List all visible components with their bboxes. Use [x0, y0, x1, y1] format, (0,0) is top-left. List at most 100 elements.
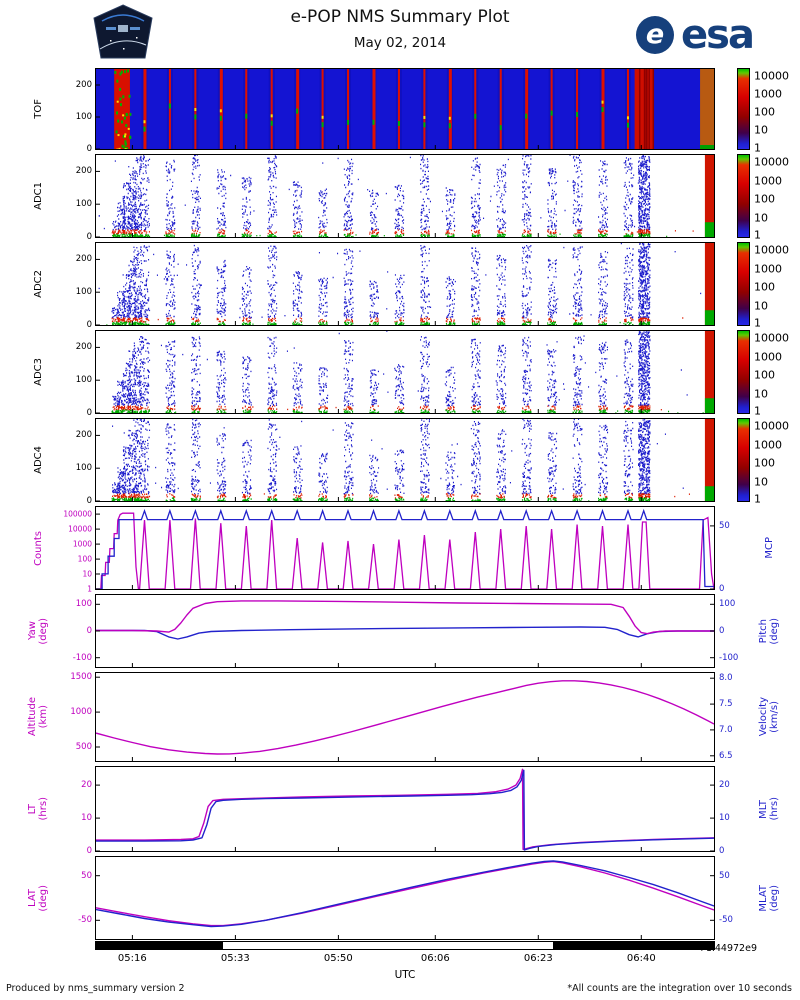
- integration-note: *All counts are the integration over 10 …: [567, 983, 792, 994]
- y-tick-label-adc1: 100: [75, 199, 92, 210]
- colorbar-label: 1: [754, 141, 761, 155]
- colorbar-label: 1: [754, 404, 761, 418]
- colorbar-adc4: [737, 418, 750, 502]
- right-tick-label-lat: -50: [719, 915, 733, 926]
- adc1-plot: [96, 155, 714, 237]
- colorbar-label: 1000: [754, 438, 782, 452]
- adc3-plot: [96, 331, 714, 413]
- yaw-plot: [96, 600, 714, 667]
- alt-plot: [96, 676, 714, 761]
- epop-mission-patch-icon: [92, 4, 154, 66]
- panel-lt: [95, 766, 715, 852]
- daynight-bar: [95, 941, 715, 950]
- right-tick-label-alt: 8.0: [719, 673, 733, 684]
- right-tick-label-counts: 50: [719, 520, 730, 531]
- panel-adc3: [95, 330, 715, 414]
- axis-label-adc2: ADC2: [32, 270, 44, 298]
- counts-plot: [96, 508, 714, 589]
- colorbar-label: 1000: [754, 174, 782, 188]
- y-tick-label-adc4: 0: [86, 496, 92, 506]
- colorbar-label: 1: [754, 316, 761, 330]
- colorbar-label: 10000: [754, 155, 789, 169]
- right-axis-label-alt: Velocity (km/s): [758, 697, 780, 737]
- axis-label-adc4: ADC4: [32, 446, 44, 474]
- x-tick-label: 05:16: [117, 953, 147, 964]
- y-tick-label-adc3: 200: [75, 342, 92, 353]
- y-tick-label-adc1: 0: [86, 232, 92, 242]
- y-tick-label-adc4: 200: [75, 430, 92, 441]
- axis-label-adc3: ADC3: [32, 358, 44, 386]
- colorbar-label: 10000: [754, 331, 789, 345]
- x-tick-label: 05:50: [323, 953, 353, 964]
- colorbar-label: 10: [754, 387, 768, 401]
- panel-adc2: [95, 242, 715, 326]
- colorbar-label: 10: [754, 475, 768, 489]
- right-tick-label-yaw: -100: [719, 652, 739, 663]
- colorbar-label: 1: [754, 492, 761, 506]
- axis-label-tof: TOF: [32, 99, 44, 119]
- colorbar-label: 100: [754, 368, 775, 382]
- y-tick-label-counts: 10000: [68, 524, 92, 534]
- axis-label-adc1: ADC1: [32, 182, 44, 210]
- y-tick-label-tof: 100: [75, 112, 92, 122]
- produced-by-note: Produced by nms_summary version 2: [6, 983, 185, 994]
- y-tick-label-counts: 10: [82, 569, 92, 579]
- lat-plot: [96, 860, 714, 939]
- y-tick-label-lt: 20: [81, 780, 92, 791]
- y-tick-label-alt: 1500: [70, 672, 92, 683]
- colorbar-label: 10: [754, 299, 768, 313]
- page-title: e-POP NMS Summary Plot: [290, 7, 510, 27]
- plot-date: May 02, 2014: [353, 35, 447, 51]
- right-tick-label-alt: 7.5: [719, 699, 733, 710]
- y-tick-label-tof: 0: [86, 144, 92, 154]
- right-tick-label-alt: 7.0: [719, 724, 733, 735]
- y-tick-label-adc2: 200: [75, 254, 92, 265]
- y-tick-label-counts: 100: [77, 554, 92, 564]
- esa-logo-icon: e: [636, 16, 674, 54]
- right-tick-label-yaw: 0: [719, 626, 725, 636]
- x-tick-label: 06:06: [420, 953, 450, 964]
- y-tick-label-counts: 1: [87, 584, 92, 594]
- time-offset-label: +1.44972e9: [697, 943, 757, 954]
- adc2-plot: [96, 243, 714, 325]
- y-tick-label-alt: 1000: [70, 707, 92, 718]
- panel-yaw: [95, 594, 715, 668]
- y-tick-label-tof: 200: [75, 80, 92, 90]
- axis-label-counts: Counts: [32, 530, 44, 566]
- right-tick-label-lt: 0: [719, 846, 725, 856]
- panel-adc4: [95, 418, 715, 502]
- axis-label-lat: LAT (deg): [27, 884, 49, 912]
- axis-label-alt: Altitude (km): [27, 697, 49, 737]
- adc4-plot: [96, 419, 714, 501]
- panel-lat: [95, 856, 715, 940]
- y-tick-label-yaw: 0: [86, 626, 92, 636]
- y-tick-label-adc3: 100: [75, 375, 92, 386]
- colorbar-label: 1000: [754, 262, 782, 276]
- colorbar-label: 10000: [754, 419, 789, 433]
- right-axis-label-yaw: Pitch (deg): [758, 617, 780, 645]
- y-tick-label-yaw: 100: [75, 599, 92, 610]
- colorbar-label: 100: [754, 192, 775, 206]
- colorbar-label: 10: [754, 123, 768, 137]
- y-tick-label-adc2: 100: [75, 287, 92, 298]
- x-tick-label: 06:23: [523, 953, 553, 964]
- right-axis-label-counts: MCP: [763, 537, 775, 559]
- right-axis-label-lat: MLAT (deg): [758, 884, 780, 912]
- axis-label-lt: LT (hrs): [27, 797, 49, 821]
- right-axis-label-lt: MLT (hrs): [758, 797, 780, 821]
- right-tick-label-lt: 10: [719, 813, 730, 824]
- colorbar-label: 100: [754, 280, 775, 294]
- x-tick-label: 06:40: [626, 953, 656, 964]
- y-tick-label-adc3: 0: [86, 408, 92, 418]
- colorbar-adc2: [737, 242, 750, 326]
- right-tick-label-alt: 6.5: [719, 750, 733, 761]
- colorbar-adc1: [737, 154, 750, 238]
- colorbar-label: 10000: [754, 69, 789, 83]
- axis-label-yaw: Yaw (deg): [27, 617, 49, 645]
- y-tick-label-counts: 1000: [72, 539, 92, 549]
- x-tick-label: 05:33: [220, 953, 250, 964]
- daynight-segment: [96, 942, 224, 949]
- right-tick-label-lt: 20: [719, 780, 730, 791]
- colorbar-label: 100: [754, 456, 775, 470]
